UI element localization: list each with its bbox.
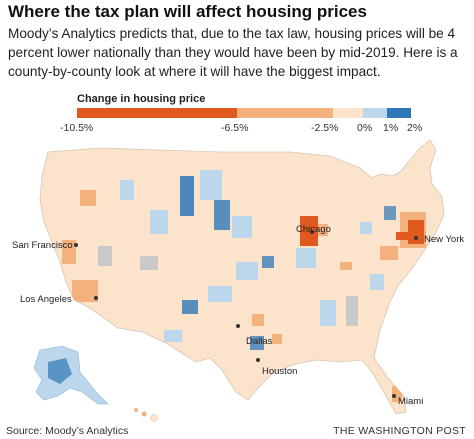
city-marker-miami: [392, 394, 396, 398]
city-label-houston: Houston: [262, 366, 298, 377]
city-label-new-york: New York: [424, 234, 465, 245]
legend-bin-slight-increase: [363, 108, 387, 118]
description: Moody’s Analytics predicts that, due to …: [8, 26, 458, 79]
legend-bin-strong-decline: [77, 108, 237, 118]
credit: THE WASHINGTON POST: [333, 425, 466, 437]
city-marker-chicago: [310, 230, 314, 234]
city-marker-san-francisco: [74, 243, 78, 247]
city-label-los-angeles: Los Angeles: [20, 294, 72, 305]
legend-bin-slight-decline: [333, 108, 363, 118]
hawaii-island: [141, 411, 147, 417]
legend-bin-moderate-decline: [237, 108, 333, 118]
hawaii-island: [134, 408, 138, 412]
city-label-chicago: Chicago: [296, 224, 331, 235]
city-marker-dallas: [236, 324, 240, 328]
page-title: Where the tax plan will affect housing p…: [8, 2, 367, 21]
hawaii-island: [150, 414, 158, 422]
map-svg: [33, 139, 445, 422]
alaska: [33, 345, 109, 405]
legend-bar: [77, 108, 411, 118]
us-county-map: San Francisco Los Angeles Chicago New Yo…: [0, 130, 474, 425]
city-marker-houston: [256, 358, 260, 362]
legend-tick-1: -10.5%: [60, 122, 94, 134]
legend-title: Change in housing price: [77, 93, 206, 105]
legend-tick-2: -6.5%: [221, 122, 249, 134]
city-marker-los-angeles: [94, 296, 98, 300]
alaska-patch: [48, 358, 72, 384]
city-marker-new-york: [414, 236, 418, 240]
legend-tick-6: 2%: [407, 122, 423, 134]
source-note: Source: Moody’s Analytics: [6, 425, 129, 437]
legend-tick-4: 0%: [357, 122, 373, 134]
legend-tick-5: 1%: [383, 122, 399, 134]
city-label-dallas: Dallas: [246, 336, 273, 347]
city-label-san-francisco: San Francisco: [12, 240, 73, 251]
county-patches: [62, 170, 426, 402]
city-label-miami: Miami: [398, 396, 424, 407]
legend-bin-increase: [387, 108, 411, 118]
legend-tick-3: -2.5%: [311, 122, 339, 134]
